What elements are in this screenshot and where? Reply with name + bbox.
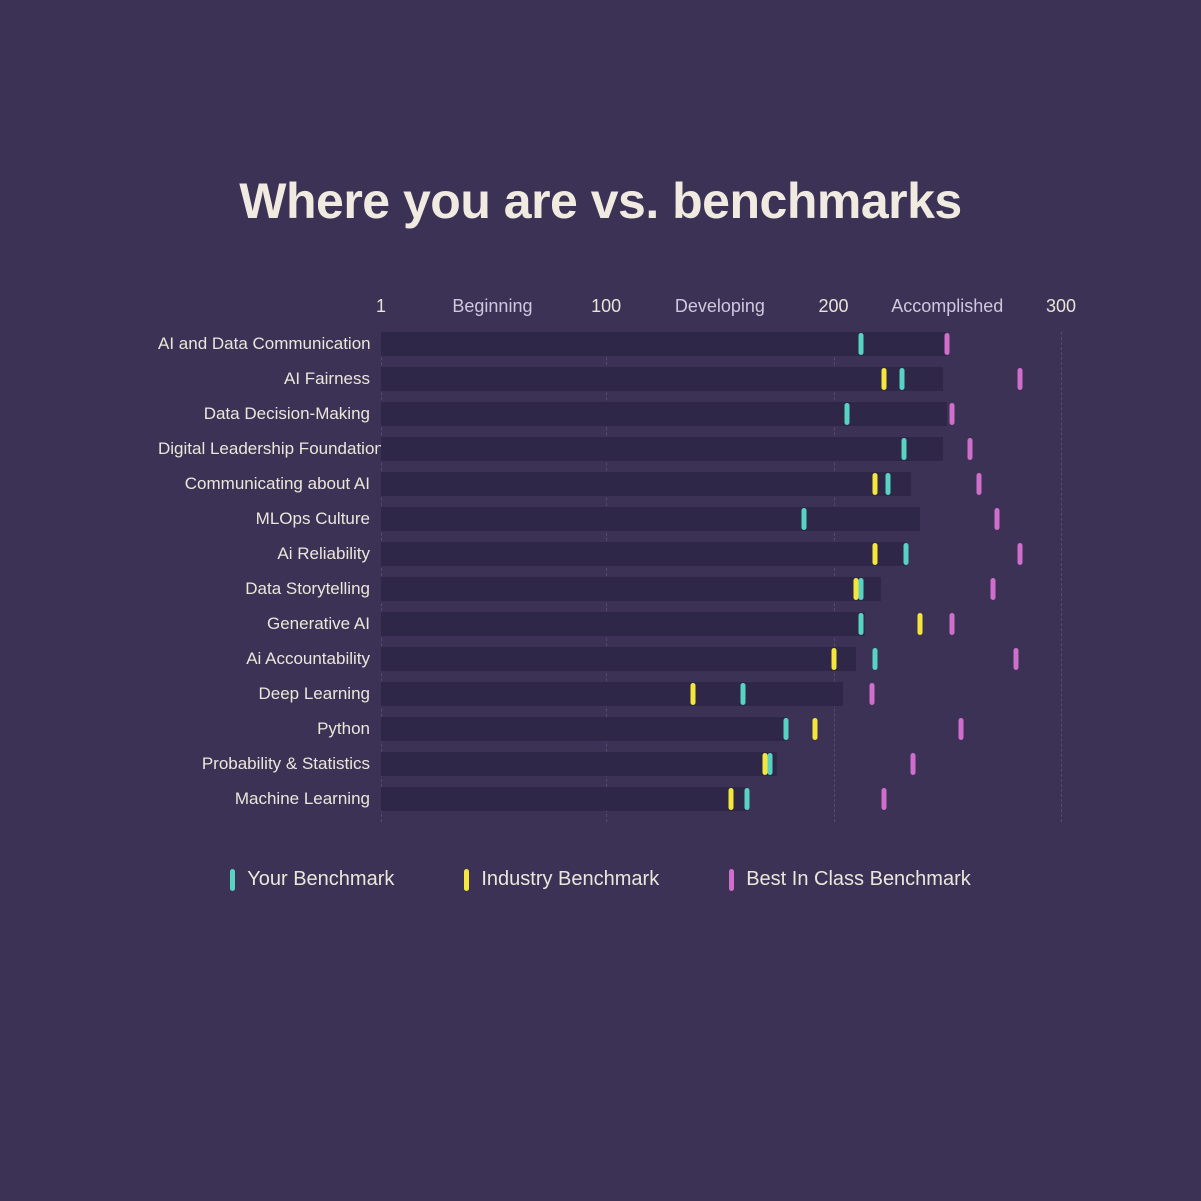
chart-row: MLOps Culture (158, 507, 1076, 531)
axis-tick-label: Developing (675, 296, 765, 326)
chart-row: Data Decision-Making (158, 402, 1076, 426)
axis-tick-number: 1 (376, 296, 386, 326)
chart-row: Machine Learning (158, 787, 1076, 811)
row-bar (381, 507, 920, 531)
mark-industry-benchmark (831, 648, 836, 670)
mark-your-benchmark (872, 648, 877, 670)
row-bar (381, 542, 906, 566)
mark-best-in-class (977, 473, 982, 495)
mark-your-benchmark (767, 753, 772, 775)
row-bar (381, 437, 943, 461)
row-bar (381, 612, 865, 636)
axis-tick-number: 100 (591, 296, 621, 326)
row-bar (381, 787, 747, 811)
mark-industry-benchmark (763, 753, 768, 775)
mark-your-benchmark (783, 718, 788, 740)
mark-industry-benchmark (881, 368, 886, 390)
mark-your-benchmark (886, 473, 891, 495)
row-label: Communicating about AI (158, 472, 370, 496)
row-label: Data Storytelling (158, 577, 370, 601)
legend-swatch (230, 869, 235, 891)
row-bar (381, 402, 947, 426)
mark-your-benchmark (904, 543, 909, 565)
mark-industry-benchmark (872, 473, 877, 495)
mark-best-in-class (949, 613, 954, 635)
chart-row: Data Storytelling (158, 577, 1076, 601)
legend-item: Your Benchmark (230, 868, 394, 891)
chart-card: Where you are vs. benchmarks 1Beginning1… (18, 18, 1183, 1183)
legend-item: Industry Benchmark (464, 868, 659, 891)
row-bar (381, 472, 911, 496)
row-label: Deep Learning (158, 682, 370, 706)
row-label: Machine Learning (158, 787, 370, 811)
mark-your-benchmark (740, 683, 745, 705)
row-label: Digital Leadership Foundations (158, 437, 370, 461)
axis-tick-number: 300 (1046, 296, 1076, 326)
chart-row: Python (158, 717, 1076, 741)
mark-your-benchmark (858, 578, 863, 600)
mark-best-in-class (870, 683, 875, 705)
legend-label: Industry Benchmark (481, 868, 659, 891)
chart-row: Communicating about AI (158, 472, 1076, 496)
row-bar (381, 717, 786, 741)
mark-your-benchmark (845, 403, 850, 425)
mark-best-in-class (1013, 648, 1018, 670)
mark-best-in-class (881, 788, 886, 810)
mark-industry-benchmark (872, 543, 877, 565)
chart-row: Digital Leadership Foundations (158, 437, 1076, 461)
chart-row: Deep Learning (158, 682, 1076, 706)
axis-tick-label: Accomplished (891, 296, 1003, 326)
chart-row: AI and Data Communication (158, 332, 1076, 356)
row-bar (381, 647, 856, 671)
mark-industry-benchmark (690, 683, 695, 705)
mark-your-benchmark (802, 508, 807, 530)
legend-label: Best In Class Benchmark (746, 868, 971, 891)
mark-industry-benchmark (729, 788, 734, 810)
legend-item: Best In Class Benchmark (729, 868, 971, 891)
chart-row: Probability & Statistics (158, 752, 1076, 776)
row-label: Generative AI (158, 612, 370, 636)
row-label: AI Fairness (158, 367, 370, 391)
mark-your-benchmark (858, 613, 863, 635)
mark-your-benchmark (902, 438, 907, 460)
chart-row: Ai Accountability (158, 647, 1076, 671)
benchmark-chart: 1 Beginning 100 Developing 200 Accomplished 30… (158, 280, 1076, 840)
mark-best-in-class (968, 438, 973, 460)
chart-title: Where you are vs. benchmarks (18, 172, 1183, 230)
legend-swatch (464, 869, 469, 891)
row-label: Probability & Statistics (158, 752, 370, 776)
mark-best-in-class (911, 753, 916, 775)
mark-best-in-class (1018, 368, 1023, 390)
mark-best-in-class (1018, 543, 1023, 565)
row-bar (381, 752, 777, 776)
mark-industry-benchmark (917, 613, 922, 635)
mark-best-in-class (995, 508, 1000, 530)
mark-best-in-class (949, 403, 954, 425)
legend-label: Your Benchmark (247, 868, 394, 891)
row-bar (381, 577, 881, 601)
row-bar (381, 367, 943, 391)
row-label: Python (158, 717, 370, 741)
row-label: MLOps Culture (158, 507, 370, 531)
chart-row: AI Fairness (158, 367, 1076, 391)
axis-tick-label: Beginning (452, 296, 532, 326)
row-label: Ai Reliability (158, 542, 370, 566)
axis-tick-number: 200 (819, 296, 849, 326)
row-label: AI and Data Communication (158, 332, 370, 356)
row-label: Data Decision-Making (158, 402, 370, 426)
legend-swatch (729, 869, 734, 891)
mark-your-benchmark (858, 333, 863, 355)
chart-legend: Your Benchmark Industry Benchmark Best In … (18, 868, 1183, 891)
mark-industry-benchmark (813, 718, 818, 740)
row-bar (381, 682, 843, 706)
mark-your-benchmark (745, 788, 750, 810)
mark-best-in-class (958, 718, 963, 740)
mark-industry-benchmark (854, 578, 859, 600)
chart-row: Ai Reliability (158, 542, 1076, 566)
chart-row: Generative AI (158, 612, 1076, 636)
row-label: Ai Accountability (158, 647, 370, 671)
mark-best-in-class (945, 333, 950, 355)
mark-best-in-class (990, 578, 995, 600)
mark-your-benchmark (899, 368, 904, 390)
